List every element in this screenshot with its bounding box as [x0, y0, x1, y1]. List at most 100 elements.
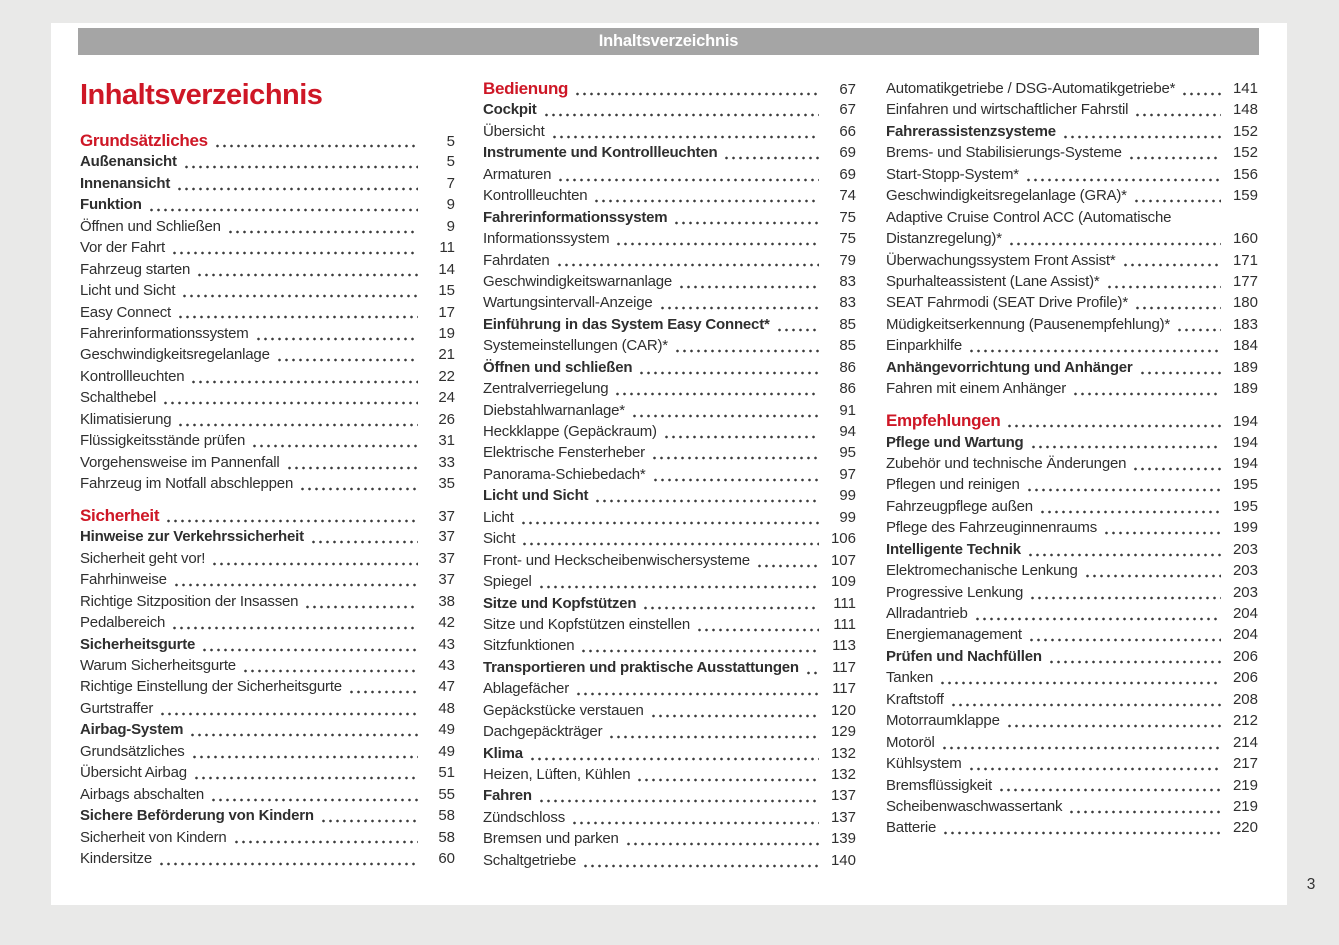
toc-entry: Funktion 9	[80, 194, 455, 215]
dot-leader	[998, 788, 1221, 793]
toc-entry-label: Zündschloss	[483, 808, 566, 826]
toc-entry-label: Sitze und Kopfstützen	[483, 594, 637, 612]
toc-entry-page: 91	[839, 401, 856, 419]
toc-entry-label: Tanken	[886, 669, 934, 687]
dot-leader	[165, 518, 418, 523]
dot-leader	[181, 294, 418, 298]
toc-entry-label: Vorgehensweise im Pannenfall	[80, 453, 280, 471]
manual-page: Inhaltsverzeichnis Inhaltsverzeichnis Gr…	[51, 23, 1287, 905]
toc-entry: Automatikgetriebe / DSG-Automatikgetrieb…	[886, 78, 1258, 99]
toc-entry-page: 49	[438, 742, 455, 760]
toc-entry-label: Transportieren und praktische Ausstattun…	[483, 658, 799, 676]
dot-leader	[1121, 263, 1221, 268]
toc-entry: Einführung in das System Easy Connect* 8…	[483, 314, 856, 335]
toc-entry-label: Flüssigkeitsstände prüfen	[80, 432, 246, 450]
dot-leader	[542, 113, 819, 118]
dot-leader	[209, 797, 418, 802]
toc-entry-label: Motoröl	[886, 733, 935, 751]
toc-entry: Wartungsintervall-Anzeige 83	[483, 292, 856, 313]
dot-leader	[319, 819, 418, 823]
toc-entry-label: Geschwindigkeitsregelanlage	[80, 346, 270, 364]
toc-entry-page: 141	[1232, 80, 1258, 97]
dot-leader	[942, 831, 1221, 836]
toc-entry: Sicht 106	[483, 528, 856, 549]
toc-entry-page: 60	[438, 849, 455, 867]
toc-entry: Außenansicht 5	[80, 151, 455, 172]
dot-leader	[1176, 327, 1221, 332]
toc-entry: Intelligente Technik 203	[886, 539, 1258, 560]
dot-leader	[347, 690, 418, 695]
dot-leader	[192, 776, 418, 781]
toc-entry: Spiegel 109	[483, 571, 856, 592]
dot-leader	[158, 861, 418, 866]
toc-entry: Elektromechanische Lenkung 203	[886, 560, 1258, 581]
toc-entry-page: 217	[1232, 755, 1258, 773]
toc-entry-label: Fahrzeug im Notfall abschleppen	[80, 475, 294, 492]
toc-entry: Pedalbereich 42	[80, 612, 455, 633]
toc-entry: Distanzregelung)* 160	[886, 228, 1258, 249]
toc-entry-page: 106	[830, 530, 856, 548]
toc-entry: Bremsen und parken 139	[483, 828, 856, 849]
toc-entry-label: Zubehör und technische Änderungen	[886, 454, 1127, 472]
toc-entry-page: 67	[839, 101, 856, 119]
toc-entry-page: 83	[839, 294, 856, 312]
toc-entry-page: 75	[839, 230, 856, 248]
toc-entry-label: Ablagefächer	[483, 680, 569, 698]
toc-entry-page: 37	[438, 549, 455, 567]
dot-leader	[755, 563, 819, 568]
toc-entry-page: 204	[1232, 626, 1258, 644]
toc-entry-label: Geschwindigkeitswarnanlage	[483, 272, 673, 290]
dot-leader	[630, 413, 819, 418]
dot-leader	[658, 306, 819, 311]
toc-entry: Panorama-Schiebedach* 97	[483, 464, 856, 485]
toc-entry-label: Innenansicht	[80, 174, 171, 192]
dot-leader	[162, 401, 418, 406]
toc-entry-page: 37	[438, 571, 455, 589]
toc-entry-page: 137	[830, 808, 856, 826]
toc-entry-page: 17	[438, 303, 455, 321]
toc-entry-label: Grundsätzliches	[80, 131, 208, 150]
toc-entry-page: 42	[438, 614, 455, 632]
toc-entry-label: Systemeinstellungen (CAR)*	[483, 337, 668, 355]
toc-entry: Hinweise zur Verkehrssicherheit 37	[80, 526, 455, 547]
toc-entry-label: Fahrerinformationssystem	[483, 208, 668, 226]
toc-entry: Anhängevorrichtung und Anhänger 189	[886, 357, 1258, 378]
toc-entry-page: 220	[1232, 819, 1258, 837]
toc-entry-label: Armaturen	[483, 165, 552, 183]
dot-leader	[571, 820, 819, 825]
toc-entry: Sicherheit geht vor! 37	[80, 548, 455, 569]
toc-entry: Sitze und Kopfstützen 111	[483, 593, 856, 614]
toc-entry-page: 132	[830, 766, 856, 783]
toc-entry: Elektrische Fensterheber 95	[483, 442, 856, 463]
toc-entry: Geschwindigkeitsregelanlage (GRA)* 159	[886, 185, 1258, 206]
dot-leader	[537, 799, 819, 804]
toc-entry-label: Batterie	[886, 819, 937, 837]
toc-entry-label: Grundsätzliches	[80, 742, 185, 760]
toc-entry: Batterie 220	[886, 817, 1258, 838]
toc-entry-page: 85	[839, 315, 856, 333]
dot-leader	[582, 863, 819, 868]
toc-entry: Flüssigkeitsstände prüfen 31	[80, 430, 455, 451]
toc-entry-label: Müdigkeitserkennung (Pausenempfehlung)*	[886, 315, 1171, 333]
toc-entry-page: 189	[1232, 380, 1258, 398]
toc-entry-label: Automatikgetriebe / DSG-Automatikgetrieb…	[886, 80, 1176, 97]
dot-leader	[241, 668, 418, 673]
toc-entry-label: Front- und Heckscheibenwischersysteme	[483, 551, 750, 569]
toc-entry-label: Kraftstoff	[886, 690, 944, 708]
toc-entry-page: 9	[446, 196, 455, 214]
toc-entry-page: 31	[438, 432, 455, 450]
toc-entry: Öffnen und Schließen 9	[80, 216, 455, 237]
toc-entry: Armaturen 69	[483, 164, 856, 185]
toc-entry-page: 208	[1232, 690, 1258, 708]
toc-entry: Motorraumklappe 212	[886, 710, 1258, 731]
dot-leader	[147, 208, 418, 213]
toc-entry-page: 69	[839, 165, 856, 183]
toc-entry-page: 180	[1232, 294, 1258, 312]
toc-entry: Scheibenwaschwassertank 219	[886, 796, 1258, 817]
dot-leader	[650, 456, 819, 461]
toc-entry-label: Richtige Sitzposition der Insassen	[80, 592, 299, 610]
dot-leader	[636, 777, 819, 782]
dot-leader	[1047, 659, 1221, 664]
toc-entry: Licht 99	[483, 507, 856, 528]
